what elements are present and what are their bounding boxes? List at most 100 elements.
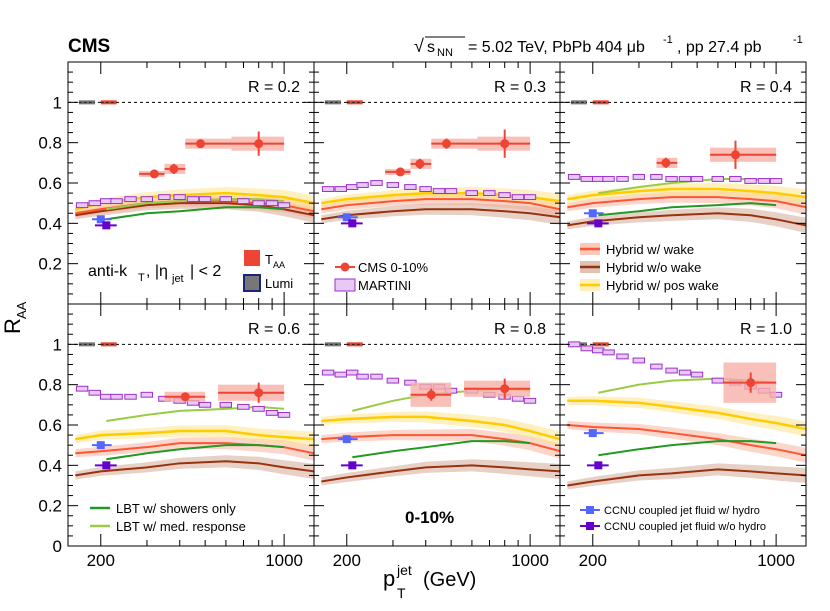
- legends-group: CMS 0-10% MARTINI Hybrid w/ wake Hybrid w/o…: [90, 242, 766, 534]
- x-axis-title-main: p: [383, 566, 395, 591]
- y-axis-title: R AA: [0, 301, 29, 334]
- martini-box: [370, 180, 383, 186]
- martini-box: [124, 196, 137, 203]
- martini-box: [334, 371, 347, 378]
- legend-lbt-show-label: LBT w/ showers only: [116, 501, 236, 516]
- y-axis-title-main: R: [0, 318, 25, 334]
- cms-label: CMS: [68, 36, 110, 57]
- martini-box: [173, 194, 186, 201]
- martini-box: [616, 353, 629, 360]
- martini-box: [110, 393, 123, 400]
- panel-5: R = 0.8 200 1000: [313, 303, 561, 570]
- martini-box: [632, 357, 646, 364]
- martini-box: [237, 403, 250, 410]
- martini-box: [88, 200, 101, 207]
- cms-point: [442, 139, 452, 149]
- sqrt-sub: NN: [437, 47, 453, 59]
- martini-box: [567, 341, 581, 348]
- panel-plot-area: [68, 100, 314, 230]
- martini-box: [404, 184, 417, 190]
- ccnu-no-hydro-marker: [102, 461, 111, 470]
- martini-box: [252, 200, 265, 207]
- hybrid-pos-wake-line: [567, 187, 806, 201]
- y-tick-label: 1: [53, 335, 62, 354]
- martini-box: [580, 176, 593, 182]
- x-tick-label: 1000: [757, 551, 795, 570]
- martini-box: [386, 377, 400, 384]
- martini-box: [616, 176, 629, 182]
- ccnu-no-hydro-marker: [594, 461, 603, 470]
- martini-box: [432, 188, 446, 194]
- cms-point: [500, 139, 510, 149]
- jet-sel-b: T: [138, 272, 145, 284]
- martini-box: [345, 184, 359, 190]
- panel-radius-label: R = 0.6: [248, 321, 300, 338]
- hybrid-wake-line: [321, 198, 560, 211]
- pp-sup: -1: [793, 34, 803, 46]
- martini-box: [678, 369, 692, 376]
- lbt-showers-line: [106, 206, 285, 221]
- martini-box: [370, 373, 383, 380]
- y-tick-label: 0.4: [38, 214, 62, 233]
- panel-radius-label: R = 1.0: [740, 321, 792, 338]
- legend-hyb-nowake-label: Hybrid w/o wake: [606, 260, 701, 275]
- hybrid-pos-wake-line: [321, 415, 560, 441]
- martini-box: [140, 391, 154, 398]
- martini-box: [237, 198, 250, 205]
- martini-box: [591, 176, 605, 182]
- y-tick-label: 0.4: [38, 456, 62, 475]
- lbt-showers-line: [106, 444, 285, 461]
- hybrid-wake-band: [75, 437, 314, 461]
- panel-1: R = 0.2 0.2 0.4 0.6 0.8 1: [38, 61, 315, 305]
- lumi-box: [78, 342, 95, 347]
- legend-cms-label: CMS 0-10%: [358, 260, 429, 275]
- martini-box: [277, 202, 291, 209]
- lumi-label: Lumi: [265, 276, 293, 291]
- martini-box: [219, 196, 232, 203]
- ccnu-no-hydro-marker: [348, 461, 357, 470]
- ccnu-hydro-marker: [588, 209, 597, 218]
- x-tick-label: 200: [579, 551, 607, 570]
- martini-box: [650, 363, 663, 370]
- martini-box: [465, 190, 478, 197]
- jet-sel-d: jet: [171, 273, 184, 285]
- ccnu-no-hydro-marker: [102, 221, 111, 230]
- y-tick-label: 0: [53, 537, 62, 556]
- jet-sel-e: | < 2: [190, 263, 221, 280]
- martini-box: [198, 401, 212, 408]
- lbt-showers-line: [598, 440, 777, 457]
- lbt-showers-line: [352, 440, 531, 459]
- x-tick-label: 200: [333, 551, 361, 570]
- legend-ccnu-hydro-marker: [586, 506, 594, 514]
- martini-box: [99, 198, 113, 205]
- martini-box: [386, 182, 400, 188]
- x-axis-title-unit: (GeV): [423, 569, 476, 591]
- energy-text: = 5.02 TeV, PbPb 404 μb: [468, 39, 645, 56]
- martini-box: [690, 371, 704, 378]
- legend-cms-point: [340, 262, 350, 272]
- hybrid-wo-wake-band: [321, 203, 560, 225]
- lumi-swatch: [243, 274, 261, 292]
- martini-box: [158, 194, 171, 201]
- ccnu-no-hydro-marker: [594, 219, 603, 228]
- lumi-box: [324, 100, 341, 105]
- hybrid-pos-wake-line: [75, 429, 314, 441]
- cms-point: [415, 159, 425, 169]
- hybrid-wo-wake-band: [567, 207, 806, 233]
- y-tick-label: 0.8: [38, 134, 62, 153]
- taa-swatch: [244, 250, 260, 266]
- martini-box: [277, 411, 291, 418]
- energy-sup: -1: [663, 34, 673, 46]
- hybrid-wo-wake-band: [567, 463, 806, 490]
- panel-6: R = 1.0 200 1000: [559, 303, 807, 570]
- cms-point: [746, 378, 756, 388]
- martini-box: [444, 188, 458, 194]
- martini-box: [356, 182, 369, 188]
- martini-box: [265, 200, 279, 207]
- cms-point: [730, 150, 740, 160]
- jet-selection-label: anti-k T , |η jet | < 2: [88, 263, 221, 285]
- legend-ccnu-nohydro-marker: [586, 522, 594, 530]
- hybrid-wo-wake-band: [321, 459, 560, 486]
- hybrid-wo-wake-line: [75, 460, 314, 477]
- martini-box: [345, 369, 359, 376]
